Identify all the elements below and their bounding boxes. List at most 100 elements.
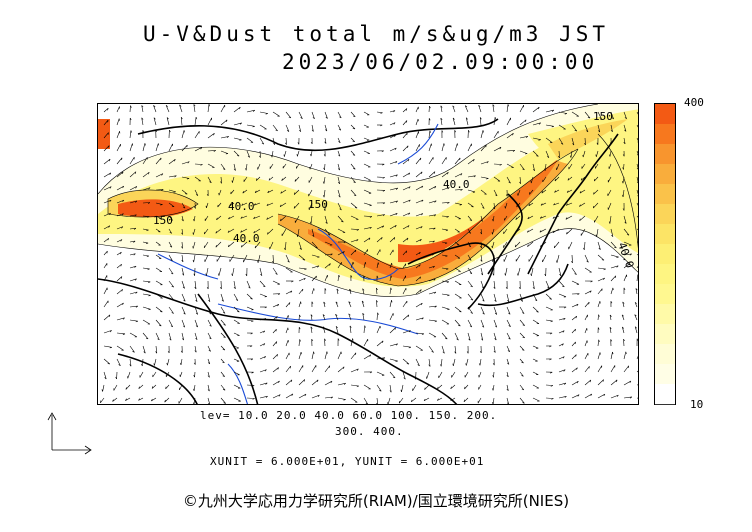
wind-vector: [246, 280, 251, 289]
wind-vector: [179, 104, 183, 113]
wind-vector-head: [343, 241, 346, 244]
wind-vector: [540, 241, 547, 248]
wind-vector: [129, 130, 132, 139]
wind-vector: [168, 175, 177, 178]
wind-vector: [609, 215, 612, 224]
wind-vector-head: [322, 181, 325, 184]
wind-vector: [584, 254, 589, 263]
wind-vector-head: [311, 301, 314, 304]
wind-vector-head: [560, 143, 564, 145]
wind-vector: [285, 393, 294, 399]
wind-vector-head: [141, 117, 144, 120]
wind-vector-head: [468, 245, 471, 248]
wind-vector-head: [407, 159, 410, 162]
wind-vector: [415, 185, 424, 191]
wind-vector: [415, 226, 423, 230]
wind-vector-head: [221, 299, 224, 302]
wind-vector-head: [165, 105, 169, 107]
wind-vector-head: [322, 326, 325, 329]
wind-vector-head: [499, 164, 502, 166]
wind-vector: [103, 250, 108, 256]
wind-vector: [350, 352, 357, 360]
wind-vector-head: [505, 194, 508, 197]
wind-vector: [402, 287, 407, 295]
wind-vector: [389, 300, 392, 308]
wind-vector-head: [330, 396, 333, 399]
wind-vector: [401, 384, 404, 392]
wind-vector-head: [599, 117, 602, 120]
wind-vector-head: [479, 351, 482, 354]
wind-vector-head: [598, 339, 600, 343]
wind-vector: [337, 262, 342, 269]
wind-vector-head: [420, 289, 422, 292]
wind-vector: [324, 351, 328, 360]
wind-vector: [337, 351, 342, 360]
wind-vector: [181, 293, 186, 302]
wind-vector: [308, 202, 313, 211]
wind-vector-head: [539, 230, 542, 233]
wind-vector-head: [353, 194, 357, 196]
wind-vector: [415, 251, 421, 256]
wind-vector: [127, 371, 131, 379]
wind-vector-head: [376, 403, 378, 404]
wind-vector-head: [379, 389, 382, 392]
wind-vector: [480, 189, 487, 195]
wind-vector: [194, 131, 200, 139]
wind-vector-head: [343, 366, 345, 370]
wind-vector-head: [466, 351, 469, 354]
wind-vector: [454, 345, 457, 354]
wind-vector: [584, 366, 590, 373]
wind-vector: [116, 185, 124, 191]
wind-vector-head: [637, 195, 638, 197]
wind-vector-head: [444, 242, 448, 244]
wind-vector: [266, 215, 274, 220]
wind-vector: [363, 163, 371, 168]
wind-vector-head: [634, 314, 637, 317]
wind-vector-head: [406, 120, 408, 123]
wind-vector-head: [431, 351, 434, 353]
wind-vector: [376, 237, 383, 243]
wind-vector-head: [482, 130, 484, 133]
wind-vector: [311, 351, 314, 360]
wind-vector-head: [134, 265, 137, 268]
wind-vector: [636, 137, 638, 141]
wind-vector: [428, 240, 435, 243]
wind-vector: [594, 215, 599, 223]
wind-vector-head: [478, 104, 481, 107]
wind-vector: [324, 111, 328, 119]
wind-vector: [272, 254, 274, 264]
wind-vector: [181, 215, 184, 222]
wind-vector: [155, 332, 160, 341]
wind-vector: [558, 382, 566, 386]
wind-vector: [215, 241, 222, 248]
vector-units: XUNIT = 6.000E+01, YUNIT = 6.000E+01: [210, 455, 485, 468]
wind-vector-head: [241, 244, 243, 248]
wind-vector: [324, 124, 328, 132]
wind-vector-head: [494, 299, 497, 302]
wind-vector: [415, 358, 420, 367]
wind-vector-head: [129, 117, 132, 121]
wind-vector-head: [293, 206, 295, 209]
wind-vector: [532, 384, 539, 389]
wind-vector-head: [421, 171, 423, 175]
wind-vector: [233, 332, 240, 336]
wind-vector-head: [609, 327, 612, 330]
wind-vector: [139, 371, 144, 378]
wind-vector-head: [637, 274, 638, 276]
wind-vector-head: [395, 343, 398, 346]
wind-vector: [428, 291, 436, 295]
wind-vector-head: [330, 253, 333, 256]
wind-vector: [415, 171, 423, 178]
wind-vector-head: [528, 203, 531, 207]
wind-vector: [298, 393, 307, 399]
wind-vector: [558, 267, 562, 276]
wind-vector: [207, 332, 212, 340]
wind-vector: [220, 332, 226, 338]
wind-vector-head: [522, 336, 525, 339]
wind-vector-head: [532, 169, 535, 171]
wind-vector-head: [629, 396, 633, 399]
wind-vector-head: [553, 203, 556, 206]
wind-vector-head: [181, 259, 184, 263]
wind-vector-head: [622, 167, 624, 170]
contour-label: 150: [308, 198, 328, 211]
